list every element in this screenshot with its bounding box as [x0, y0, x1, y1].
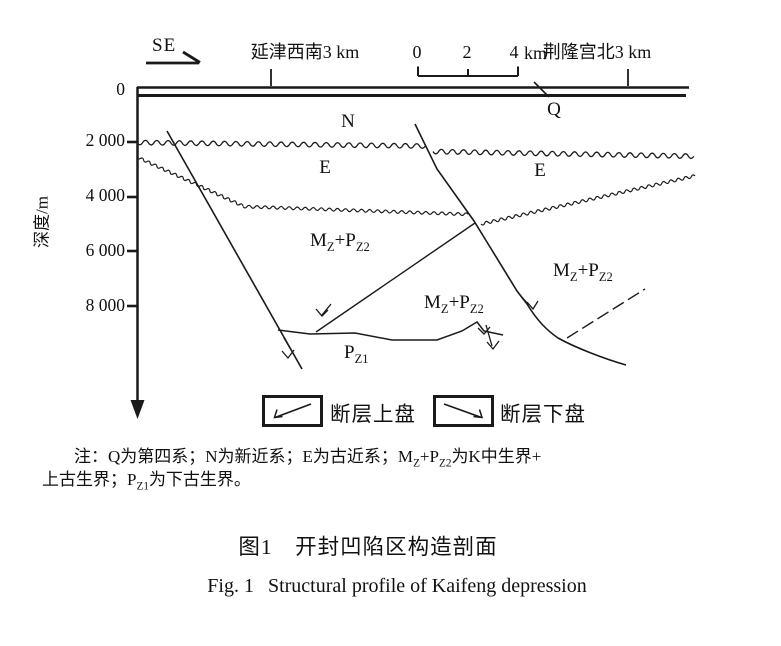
footwall-arrowhead: [473, 409, 484, 419]
stratum-label-n: N: [341, 111, 355, 132]
note-subscript: Z2: [438, 457, 452, 470]
stratum-label-e-left: E: [319, 157, 331, 178]
fault-mark-rising-boundary: [315, 303, 332, 317]
label-text: M: [553, 260, 570, 281]
label-subscript: Z: [440, 301, 449, 316]
boundary-pz1-top: [277, 321, 504, 341]
depth-tick-2000: 2 000: [85, 130, 125, 150]
stratum-label-e-right: E: [534, 160, 546, 181]
footwall-arrow-icon: [443, 403, 484, 419]
label-subscript: Z: [569, 269, 578, 284]
figure-note-line-2: 上古生界；PZ1为下古生界。: [42, 470, 251, 492]
unconformity-n-e-right: [432, 148, 695, 160]
unconformity-e-middle: [242, 204, 469, 217]
hanging-wall-fault-line: [274, 403, 312, 419]
direction-label: SE: [152, 35, 177, 56]
legend-label-hanging-wall: 断层上盘: [330, 404, 416, 426]
label-text: M: [424, 292, 441, 313]
unconformity-e-left-slope: [136, 156, 244, 207]
label-subscript: Z2: [355, 239, 370, 254]
location-label-left: 延津西南3 km: [250, 42, 360, 62]
legend-label-footwall: 断层下盘: [500, 404, 586, 426]
scale-tick-2: 2: [462, 42, 472, 62]
legend-symbol-hanging-wall: [262, 395, 323, 427]
caption-number: Fig. 1: [207, 575, 254, 597]
stratum-label-mz-pz2-right: MZ+PZ2: [553, 260, 613, 283]
unconformity-n-e-left: [136, 139, 426, 149]
label-text: +P: [577, 260, 599, 281]
label-text: P: [344, 342, 355, 363]
fault-left: [166, 130, 303, 370]
fault-mark-main: [519, 294, 539, 311]
note-text: 为下古生界。: [148, 470, 251, 489]
fault-mark-left: [281, 337, 295, 360]
note-text: 注：Q为第四系；N为新近系；E为古近系；M: [74, 447, 414, 466]
label-subscript: Z1: [354, 351, 369, 366]
scale-tick-4: 4: [509, 42, 519, 62]
note-text: 上古生界；P: [42, 470, 137, 489]
note-text: +P: [419, 447, 439, 466]
label-text: M: [310, 230, 327, 251]
fault-main: [414, 123, 627, 366]
figure-caption-en: Fig. 1 Structural profile of Kaifeng depr…: [207, 575, 586, 598]
figure-caption-zh: 图1 开封凹陷区构造剖面: [238, 535, 498, 559]
label-subscript: Z: [326, 239, 335, 254]
scale-bar: [417, 66, 519, 77]
stratum-label-mz-pz2-upper: MZ+PZ2: [310, 230, 370, 253]
depth-axis-title: 深度/m: [32, 196, 52, 248]
boundary-rising: [315, 222, 476, 333]
hanging-wall-arrowhead: [273, 409, 283, 419]
label-subscript: Z2: [469, 301, 484, 316]
stratum-label-mz-pz2-middle: MZ+PZ2: [424, 292, 484, 315]
legend-symbol-footwall: [433, 395, 494, 427]
footwall-fault-line: [443, 403, 482, 419]
se-arrow-head: [182, 50, 201, 64]
note-text: 为K中生界+: [451, 447, 542, 466]
depth-axis-arrowhead: [130, 400, 145, 419]
depth-tick-8000: 8 000: [85, 295, 125, 315]
scale-tick-0: 0: [412, 42, 422, 62]
q-surface-slash: [533, 81, 550, 98]
figure-note-line-1: 注：Q为第四系；N为新近系；E为古近系；MZ+PZ2为K中生界+: [74, 447, 542, 469]
stratum-label-q: Q: [547, 99, 561, 120]
note-subscript: Z: [413, 457, 420, 470]
label-text: +P: [334, 230, 356, 251]
fault-dashed-extension: [566, 288, 646, 339]
caption-text: Structural profile of Kaifeng depression: [267, 575, 587, 597]
unconformity-e-right: [480, 174, 696, 226]
scale-unit: km: [524, 43, 548, 63]
depth-tick-0: 0: [116, 79, 125, 99]
label-subscript: Z2: [598, 269, 613, 284]
fault-mark-pz1: [477, 324, 500, 351]
note-subscript: Z1: [136, 480, 149, 493]
depth-tick-6000: 6 000: [85, 240, 125, 260]
label-text: +P: [448, 292, 470, 313]
location-label-right: 荆隆宫北3 km: [542, 42, 652, 62]
depth-tick-4000: 4 000: [85, 185, 125, 205]
stratum-label-pz1: PZ1: [344, 342, 369, 365]
hanging-wall-arrow-icon: [273, 403, 312, 419]
